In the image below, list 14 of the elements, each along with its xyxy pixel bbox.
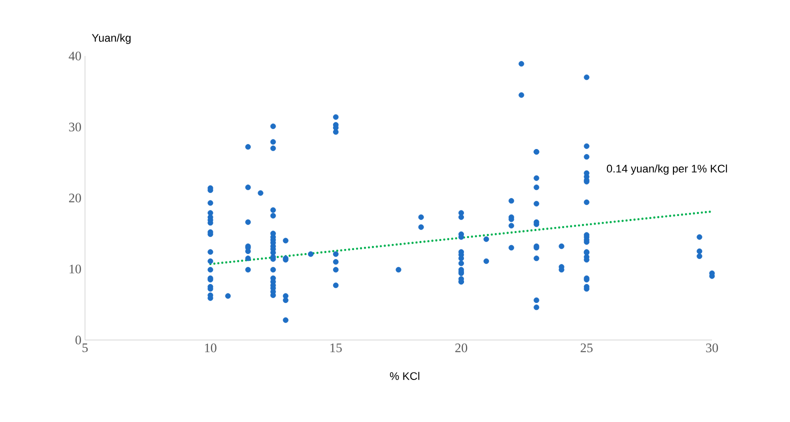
x-tick-label: 15 xyxy=(330,344,342,352)
x-axis-title: % KCl xyxy=(390,372,420,380)
x-tick-label: 20 xyxy=(455,344,468,352)
y-tick-label: 20 xyxy=(69,194,81,202)
annotation: 0.14 yuan/kg per 1% KCl xyxy=(606,164,727,175)
x-tick-label: 10 xyxy=(205,344,216,352)
x-tick-label: 5 xyxy=(82,344,88,352)
y-tick-label: 30 xyxy=(69,122,81,132)
y-tick-label: 0 xyxy=(76,336,81,344)
x-tick-label: 30 xyxy=(706,344,718,352)
y-axis-title: Yuan/kg xyxy=(92,34,131,44)
y-tick-label: 10 xyxy=(70,264,81,274)
x-tick-label: 25 xyxy=(580,344,593,352)
y-tick-label: 40 xyxy=(68,52,81,60)
